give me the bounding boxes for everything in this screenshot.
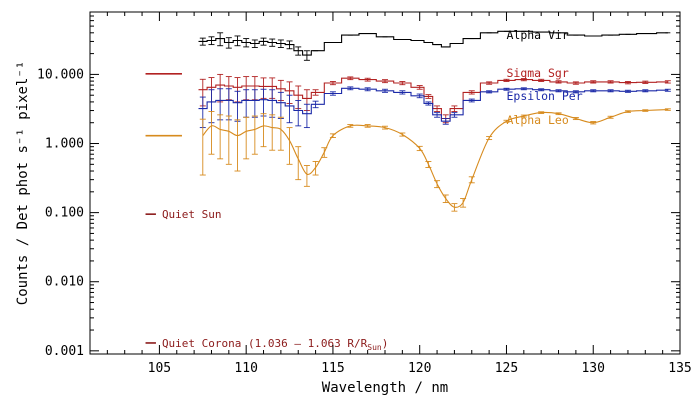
x-tick-label: 135 bbox=[668, 361, 691, 376]
x-tick-label: 130 bbox=[581, 361, 604, 376]
y-tick-label: 0.010 bbox=[45, 275, 84, 290]
reference-level-label-quiet-sun: Quiet Sun bbox=[162, 208, 222, 221]
series-label-alpha-leo: Alpha Leo bbox=[506, 113, 568, 127]
series-line-alpha-leo bbox=[202, 109, 668, 208]
x-axis: 105 110 115 120 125 130 135 bbox=[89, 12, 692, 376]
series-line-sigma-sgr bbox=[198, 77, 668, 120]
x-axis-title: Wavelength / nm bbox=[322, 380, 448, 396]
x-tick-label: 105 bbox=[148, 361, 171, 376]
y-tick-label: 1.000 bbox=[45, 137, 84, 152]
series-sigma-sgr bbox=[198, 73, 671, 124]
y-axis-title: Counts / Det phot s⁻¹ pixel⁻¹ bbox=[15, 61, 31, 305]
x-tick-label: 125 bbox=[495, 361, 518, 376]
y-tick-label: 10.000 bbox=[37, 67, 84, 82]
x-tick-label: 120 bbox=[408, 361, 431, 376]
y-tick-label: 0.100 bbox=[45, 206, 84, 221]
series-alpha-leo bbox=[199, 108, 671, 212]
series-alpha-vir bbox=[198, 30, 671, 61]
series-label-alpha-vir: Alpha Vir bbox=[506, 28, 568, 42]
series-line-alpha-vir bbox=[198, 30, 668, 56]
x-tick-label: 110 bbox=[234, 361, 257, 376]
y-tick-label: 0.001 bbox=[45, 344, 84, 359]
reference-level-label-quiet-corona-1-036-1-063-r-r: Quiet Corona (1.036 – 1.063 R/RSun) bbox=[162, 337, 388, 352]
series-line-epsilon-per bbox=[198, 87, 668, 122]
y-axis: 0.001 0.010 0.100 1.000 10.000 bbox=[37, 11, 680, 359]
series-label-sigma-sgr: Sigma Sgr bbox=[506, 66, 568, 80]
series-label-epsilon-per: Epsilon Per bbox=[506, 89, 582, 103]
series-epsilon-per bbox=[198, 86, 671, 129]
plot-content: Quiet Sun Quiet Corona (1.036 – 1.063 R/R… bbox=[145, 28, 671, 352]
x-tick-label: 115 bbox=[321, 361, 344, 376]
